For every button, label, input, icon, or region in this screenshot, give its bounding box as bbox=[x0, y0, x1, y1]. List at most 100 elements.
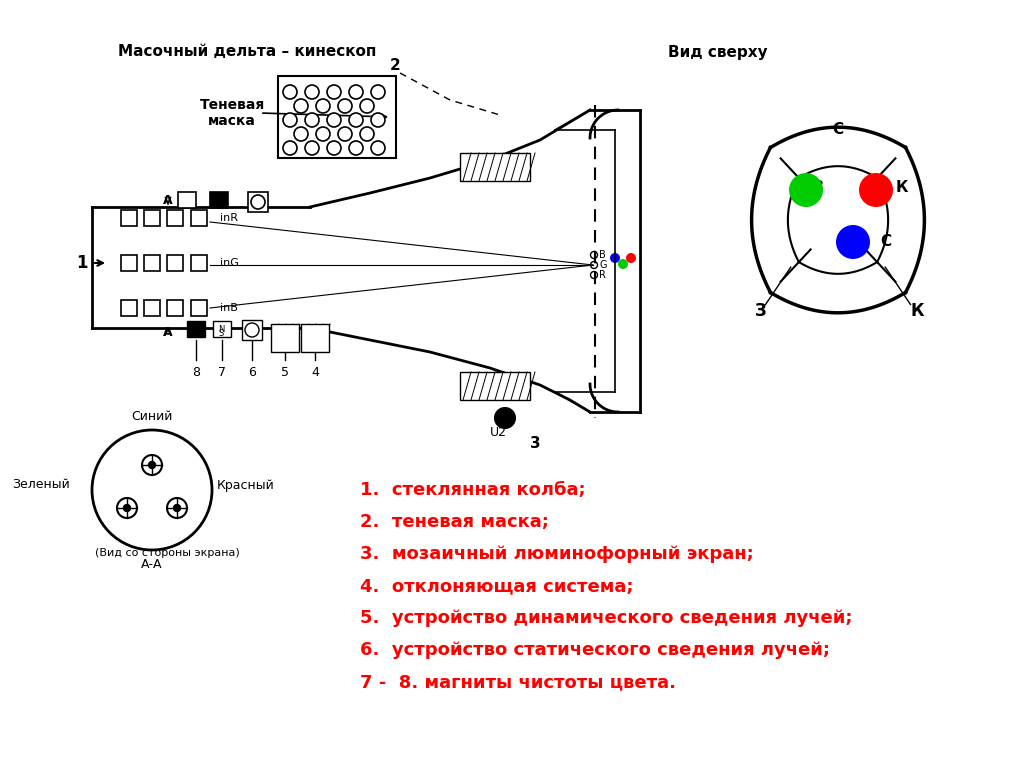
Circle shape bbox=[283, 113, 297, 127]
Text: inR: inR bbox=[220, 213, 238, 223]
Bar bbox=[121, 255, 137, 271]
Circle shape bbox=[371, 113, 385, 127]
Circle shape bbox=[294, 127, 308, 141]
Circle shape bbox=[360, 127, 374, 141]
Circle shape bbox=[495, 408, 515, 428]
Bar bbox=[144, 300, 160, 316]
Bar bbox=[460, 372, 530, 400]
Text: R: R bbox=[599, 270, 606, 280]
Circle shape bbox=[591, 272, 597, 279]
Circle shape bbox=[124, 505, 130, 511]
Circle shape bbox=[316, 99, 330, 113]
Text: А: А bbox=[163, 194, 173, 207]
Bar bbox=[242, 320, 262, 340]
Circle shape bbox=[245, 323, 259, 337]
Circle shape bbox=[371, 85, 385, 99]
Circle shape bbox=[626, 253, 636, 263]
Bar bbox=[191, 255, 207, 271]
Circle shape bbox=[92, 430, 212, 550]
Bar bbox=[144, 255, 160, 271]
Text: N: N bbox=[218, 325, 224, 333]
Text: Вид сверху: Вид сверху bbox=[668, 45, 768, 59]
Text: 5: 5 bbox=[281, 366, 289, 379]
Text: С: С bbox=[880, 234, 891, 250]
Bar bbox=[191, 300, 207, 316]
Circle shape bbox=[173, 505, 180, 511]
Circle shape bbox=[371, 141, 385, 155]
Text: G: G bbox=[599, 260, 606, 270]
Text: 2.  теневая маска;: 2. теневая маска; bbox=[360, 513, 549, 531]
Bar bbox=[121, 300, 137, 316]
Bar bbox=[191, 210, 207, 226]
Bar bbox=[210, 192, 228, 208]
Text: Синий: Синий bbox=[131, 409, 173, 422]
Bar bbox=[167, 300, 183, 316]
Text: Красный: Красный bbox=[217, 478, 274, 492]
Circle shape bbox=[349, 141, 362, 155]
Text: 7 -  8. магниты чистоты цвета.: 7 - 8. магниты чистоты цвета. bbox=[360, 673, 676, 691]
Text: 1.  стеклянная колба;: 1. стеклянная колба; bbox=[360, 481, 586, 499]
Text: 4: 4 bbox=[311, 366, 318, 379]
Circle shape bbox=[591, 251, 597, 259]
Text: 7: 7 bbox=[218, 366, 226, 379]
Text: А-А: А-А bbox=[141, 558, 163, 571]
Text: 3: 3 bbox=[529, 436, 541, 452]
Circle shape bbox=[142, 455, 162, 475]
Text: З: З bbox=[755, 302, 766, 319]
Circle shape bbox=[338, 99, 352, 113]
Circle shape bbox=[148, 462, 156, 468]
Text: 2: 2 bbox=[389, 58, 400, 72]
Circle shape bbox=[327, 85, 341, 99]
Text: Зеленый: Зеленый bbox=[12, 478, 70, 492]
Text: Теневая
маска: Теневая маска bbox=[200, 98, 264, 128]
Bar bbox=[301, 324, 329, 352]
Circle shape bbox=[167, 498, 187, 518]
Text: U2: U2 bbox=[489, 425, 507, 439]
Bar bbox=[248, 192, 268, 212]
Text: inB: inB bbox=[220, 303, 238, 313]
Text: 6: 6 bbox=[248, 366, 256, 379]
Text: А: А bbox=[163, 326, 173, 339]
Circle shape bbox=[338, 127, 352, 141]
Text: Масочный дельта – кинескоп: Масочный дельта – кинескоп bbox=[118, 45, 377, 59]
Circle shape bbox=[618, 259, 628, 269]
Bar bbox=[187, 321, 205, 337]
Bar bbox=[121, 210, 137, 226]
Text: 1: 1 bbox=[77, 254, 88, 272]
Circle shape bbox=[327, 113, 341, 127]
Bar bbox=[271, 324, 299, 352]
Circle shape bbox=[349, 85, 362, 99]
Circle shape bbox=[610, 253, 620, 263]
Circle shape bbox=[305, 113, 319, 127]
Circle shape bbox=[859, 173, 893, 207]
Bar bbox=[213, 321, 231, 337]
Text: B: B bbox=[599, 250, 606, 260]
Circle shape bbox=[294, 99, 308, 113]
Circle shape bbox=[790, 173, 823, 207]
Text: К: К bbox=[910, 302, 925, 319]
Bar bbox=[167, 255, 183, 271]
Text: 6.  устройство статического сведения лучей;: 6. устройство статического сведения луче… bbox=[360, 641, 830, 659]
Circle shape bbox=[591, 261, 597, 269]
Bar bbox=[278, 76, 396, 158]
Circle shape bbox=[117, 498, 137, 518]
Text: 8: 8 bbox=[193, 366, 200, 379]
Circle shape bbox=[316, 127, 330, 141]
Text: К: К bbox=[896, 180, 908, 196]
Circle shape bbox=[305, 85, 319, 99]
Bar bbox=[167, 210, 183, 226]
Text: (Вид со стороны экрана): (Вид со стороны экрана) bbox=[94, 548, 240, 558]
Circle shape bbox=[305, 141, 319, 155]
Text: inG: inG bbox=[220, 258, 239, 268]
Bar bbox=[144, 210, 160, 226]
Circle shape bbox=[283, 85, 297, 99]
Bar bbox=[178, 192, 196, 208]
Circle shape bbox=[349, 113, 362, 127]
Circle shape bbox=[360, 99, 374, 113]
Text: S: S bbox=[218, 329, 223, 339]
Text: 3.  мозаичный люминофорный экран;: 3. мозаичный люминофорный экран; bbox=[360, 545, 754, 563]
Bar bbox=[460, 153, 530, 181]
Circle shape bbox=[251, 195, 265, 209]
Text: 4.  отклоняющая система;: 4. отклоняющая система; bbox=[360, 577, 634, 595]
Text: З: З bbox=[813, 180, 824, 196]
